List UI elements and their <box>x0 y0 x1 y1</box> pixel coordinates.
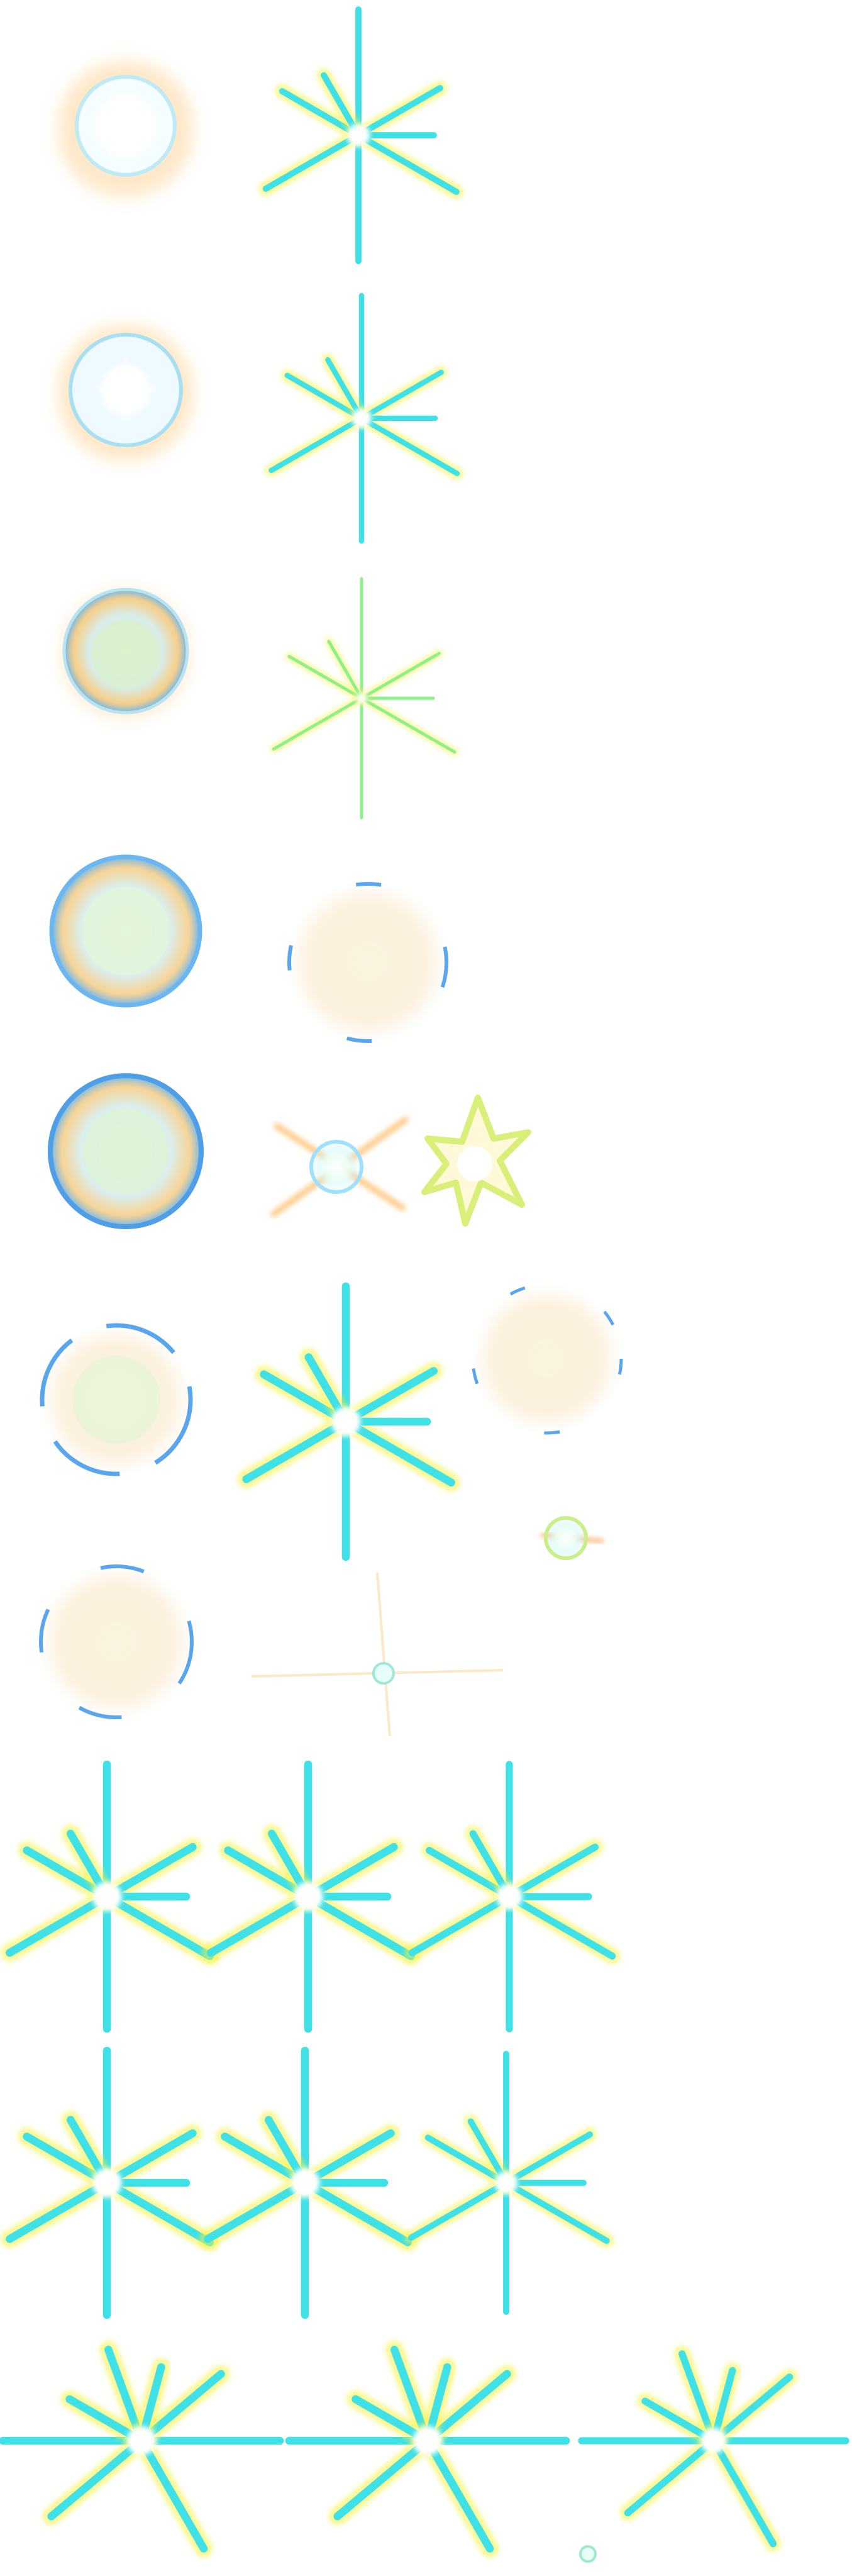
starburst-ray <box>408 2180 509 2241</box>
starburst-ray <box>333 2436 432 2521</box>
starburst-ray <box>325 357 365 421</box>
soap-bubble-sprite <box>48 1073 204 1229</box>
starburst-ray <box>204 2178 309 2243</box>
glowing-orb-sprite <box>50 318 201 469</box>
starburst-ray <box>423 2370 511 2445</box>
sparkle-sprite <box>251 1572 504 1737</box>
starburst-sprite <box>0 2340 289 2558</box>
starburst-sprite <box>270 575 458 822</box>
starburst-sprite <box>404 2046 614 2319</box>
sparkle-sprite <box>579 2545 597 2563</box>
starburst-ray <box>6 1892 111 1957</box>
starburst-core <box>496 1883 523 1910</box>
starburst-ray <box>467 2118 509 2186</box>
starburst-sprite <box>202 1755 421 2038</box>
starburst-core <box>290 2168 320 2198</box>
starburst-ray <box>137 2436 208 2553</box>
starburst-ray <box>341 1417 455 1487</box>
soap-bubble-sprite <box>49 854 202 1008</box>
starburst-ray <box>242 1417 350 1483</box>
starburst-ray <box>272 696 363 751</box>
starburst-ray <box>284 372 365 421</box>
starburst-ray <box>678 2350 717 2445</box>
starburst-core <box>92 1882 122 1912</box>
soap-bubble-sprite <box>40 1323 193 1476</box>
starburst-core <box>126 2426 157 2456</box>
starburst-sprite <box>280 2340 575 2558</box>
starburst-ray <box>287 655 363 700</box>
starburst-ray <box>624 2437 717 2517</box>
starburst-ray <box>137 2370 225 2445</box>
starburst-ray <box>47 2436 146 2521</box>
starburst-ray <box>304 1892 415 1960</box>
starburst-core <box>293 1882 323 1912</box>
starburst-ray <box>710 2437 777 2548</box>
starburst-ray <box>503 2131 594 2186</box>
sparkle-sprite <box>540 1516 604 1560</box>
starburst-ray <box>104 2345 146 2445</box>
starburst-core <box>412 2426 443 2456</box>
starburst-core <box>494 2171 518 2195</box>
starburst-ray <box>327 640 363 700</box>
starburst-ray <box>321 72 362 138</box>
starburst-ray <box>424 2134 509 2186</box>
starburst-ray <box>262 132 362 192</box>
starburst-ray <box>207 1892 313 1957</box>
starburst-ray <box>358 415 460 476</box>
starburst-core <box>331 1407 361 1437</box>
starburst-sprite <box>573 2346 852 2552</box>
starburst-sprite <box>265 289 463 547</box>
starburst-ray <box>279 88 362 138</box>
starburst-ray <box>506 1843 599 1900</box>
starburst-ray <box>355 132 460 195</box>
starburst-ray <box>423 2436 494 2553</box>
starburst-ray <box>6 2178 111 2243</box>
starburst-ray <box>503 2180 610 2244</box>
starburst-ray <box>360 652 441 700</box>
soap-bubble-sprite <box>53 582 198 727</box>
starburst-core <box>351 408 372 428</box>
sparkle-sprite <box>270 1117 409 1217</box>
starburst-ray <box>102 2178 214 2246</box>
starburst-sprite <box>404 1756 621 2037</box>
starburst-ray <box>358 369 444 421</box>
starburst-core <box>92 2168 122 2198</box>
starburst-ray <box>360 696 456 754</box>
starburst-ray <box>641 2397 717 2445</box>
star-flower-sprite <box>421 1095 531 1227</box>
dust-cloud-sprite <box>471 1283 623 1435</box>
starburst-core <box>700 2428 727 2454</box>
starburst-sprite <box>237 1277 460 1566</box>
starburst-sprite <box>1 1755 219 2038</box>
starburst-sprite <box>1 2041 219 2324</box>
starburst-core <box>355 692 368 705</box>
starburst-ray <box>355 85 443 138</box>
starburst-ray <box>301 2178 412 2246</box>
starburst-ray <box>408 1893 513 1956</box>
starburst-ray <box>390 2345 432 2445</box>
dust-cloud-sprite <box>286 881 450 1044</box>
starburst-sprite <box>258 2 464 269</box>
glowing-orb-sprite <box>50 53 201 204</box>
starburst-sprite <box>199 2041 418 2324</box>
starburst-ray <box>710 2373 794 2445</box>
starburst-core <box>346 123 370 147</box>
dust-cloud-sprite <box>38 1563 195 1720</box>
starburst-ray <box>102 1892 214 1960</box>
starburst-ray <box>268 415 365 474</box>
starburst-ray <box>506 1893 616 1960</box>
